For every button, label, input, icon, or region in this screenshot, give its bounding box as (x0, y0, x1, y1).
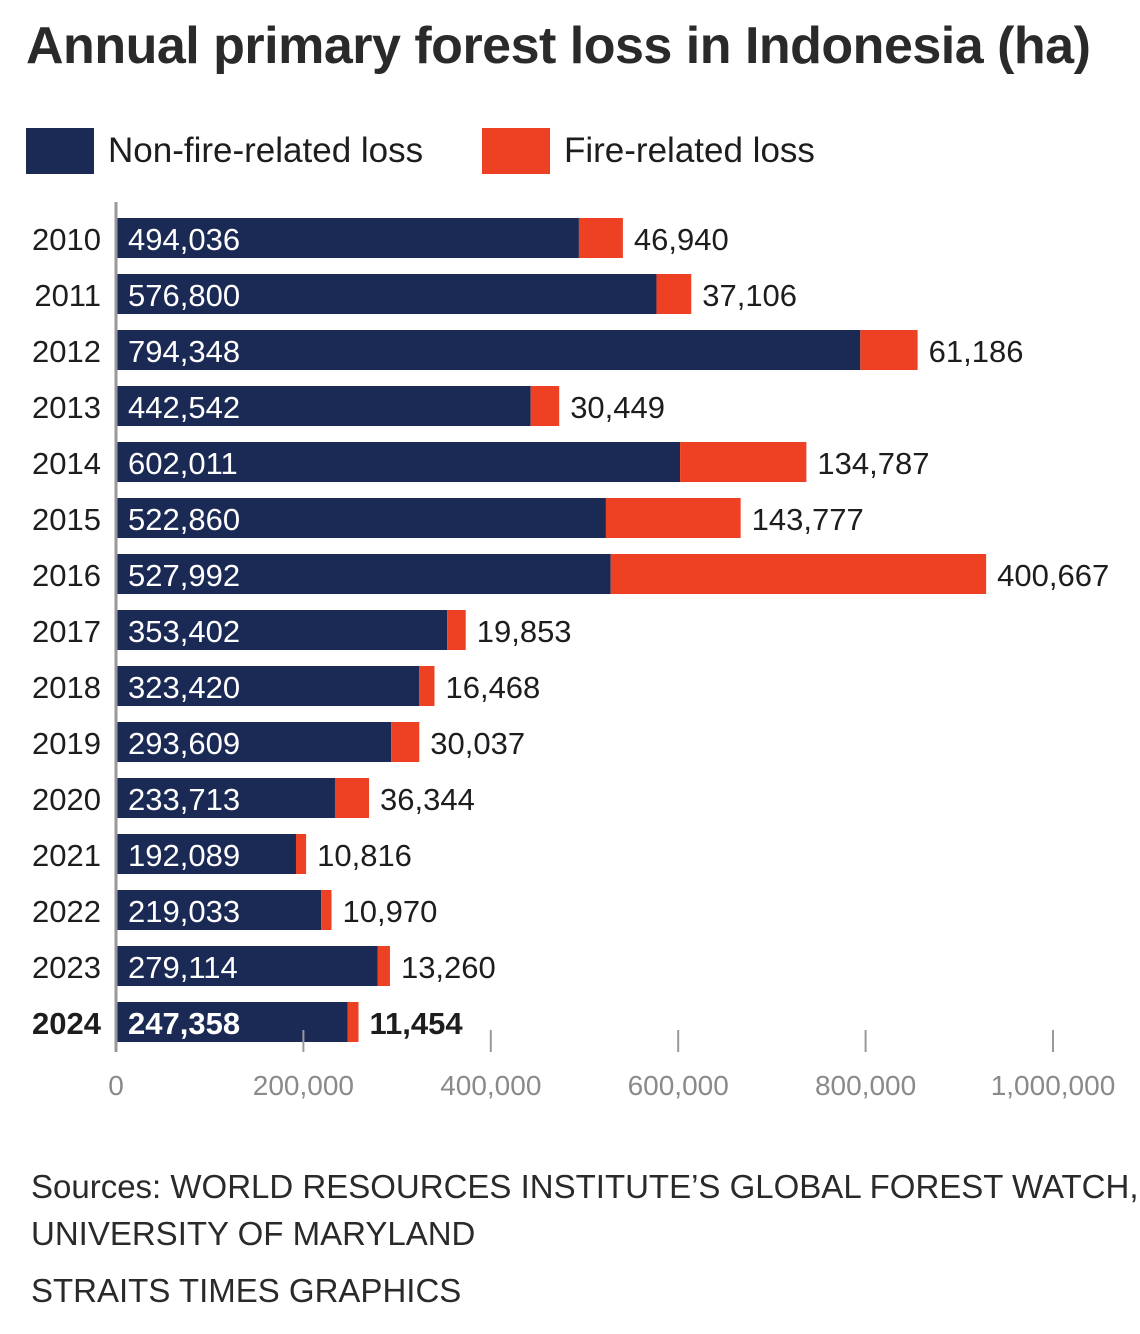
bar-label-non-fire: 527,992 (128, 558, 240, 593)
bar-label-fire: 36,344 (380, 782, 475, 817)
bar-non-fire (116, 330, 861, 370)
bar-label-fire: 13,260 (401, 950, 496, 985)
year-label: 2021 (32, 838, 101, 873)
bar-label-non-fire: 602,011 (128, 446, 238, 481)
bar-label-non-fire: 293,609 (128, 726, 240, 761)
bar-label-non-fire: 576,800 (128, 278, 240, 313)
bar-non-fire (116, 386, 531, 426)
bar-fire (656, 274, 692, 314)
bar-label-non-fire: 353,402 (128, 614, 240, 649)
bar-label-fire: 134,787 (817, 446, 929, 481)
year-label: 2014 (32, 446, 101, 481)
bar-non-fire (116, 666, 420, 706)
bar-fire (334, 778, 370, 818)
bar-fire (295, 834, 307, 874)
year-label: 2019 (32, 726, 101, 761)
source-line-1: Sources: WORLD RESOURCES INSTITUTE’S GLO… (31, 1168, 1139, 1205)
bar-label-non-fire: 794,348 (128, 334, 240, 369)
bar-label-non-fire: 219,033 (128, 894, 240, 929)
bar-fire (377, 946, 390, 986)
bar-non-fire (116, 722, 392, 762)
bar-label-fire: 19,853 (477, 614, 572, 649)
bar-label-non-fire: 247,358 (128, 1006, 240, 1041)
legend-label-non-fire: Non-fire-related loss (108, 131, 424, 170)
source-line-2: UNIVERSITY OF MARYLAND (31, 1215, 476, 1252)
bar-non-fire (116, 554, 611, 594)
bar-label-non-fire: 233,713 (128, 782, 240, 817)
chart-title: Annual primary forest loss in Indonesia … (26, 17, 1091, 75)
bar-fire (347, 1002, 359, 1042)
year-label: 2016 (32, 558, 101, 593)
year-label: 2017 (32, 614, 101, 649)
bar-label-non-fire: 323,420 (128, 670, 240, 705)
bar-label-fire: 11,454 (370, 1006, 464, 1041)
bar-fire (530, 386, 560, 426)
year-label: 2013 (32, 390, 101, 425)
year-label: 2022 (32, 894, 101, 929)
x-tick-label: 0 (108, 1070, 124, 1101)
bar-label-fire: 30,449 (570, 390, 665, 425)
bar-non-fire (116, 778, 335, 818)
bar-chart: 2010 494,036 46,940 2011 576,800 37,106 2012 79… (32, 202, 1116, 1101)
bar-non-fire (116, 274, 657, 314)
bar-label-fire: 400,667 (997, 558, 1109, 593)
x-tick-label: 600,000 (628, 1070, 729, 1101)
credit-line: STRAITS TIMES GRAPHICS (31, 1272, 462, 1309)
x-tick-label: 800,000 (815, 1070, 916, 1101)
bar-label-fire: 143,777 (752, 502, 864, 537)
bar-non-fire (116, 1002, 348, 1042)
x-tick-label: 400,000 (440, 1070, 541, 1101)
bar-fire (447, 610, 466, 650)
bar-non-fire (116, 610, 448, 650)
bar-non-fire (116, 890, 322, 930)
bar-label-fire: 16,468 (445, 670, 540, 705)
bar-fire (860, 330, 918, 370)
year-label: 2015 (32, 502, 101, 537)
bar-non-fire (116, 946, 378, 986)
bar-label-non-fire: 494,036 (128, 222, 240, 257)
bar-label-fire: 61,186 (929, 334, 1024, 369)
bar-label-fire: 46,940 (634, 222, 729, 257)
legend-label-fire: Fire-related loss (564, 131, 815, 170)
bar-non-fire (116, 442, 681, 482)
bar-fire (321, 890, 332, 930)
bar-non-fire (116, 498, 606, 538)
year-label: 2018 (32, 670, 101, 705)
x-tick-label: 200,000 (253, 1070, 354, 1101)
year-label: 2011 (34, 278, 101, 313)
bar-label-fire: 37,106 (702, 278, 797, 313)
legend-non-fire: Non-fire-related loss (26, 128, 423, 174)
bar-label-non-fire: 522,860 (128, 502, 240, 537)
bar-fire (610, 554, 987, 594)
legend-fire: Fire-related loss (482, 128, 815, 174)
bar-fire (578, 218, 623, 258)
x-tick-label: 1,000,000 (991, 1070, 1116, 1101)
bar-fire (419, 666, 435, 706)
bar-label-fire: 30,037 (430, 726, 525, 761)
year-label: 2023 (32, 950, 101, 985)
bar-label-fire: 10,816 (317, 838, 412, 873)
year-label: 2020 (32, 782, 101, 817)
year-label: 2024 (32, 1006, 102, 1041)
bar-fire (391, 722, 420, 762)
bar-non-fire (116, 834, 296, 874)
bar-label-non-fire: 442,542 (128, 390, 240, 425)
bar-fire (680, 442, 807, 482)
legend-swatch-fire (482, 128, 550, 174)
bar-fire (605, 498, 741, 538)
bar-label-fire: 10,970 (343, 894, 438, 929)
bar-non-fire (116, 218, 579, 258)
legend-swatch-non-fire (26, 128, 94, 174)
year-label: 2012 (32, 334, 101, 369)
year-label: 2010 (32, 222, 101, 257)
bar-label-non-fire: 279,114 (128, 950, 238, 985)
bar-label-non-fire: 192,089 (128, 838, 240, 873)
